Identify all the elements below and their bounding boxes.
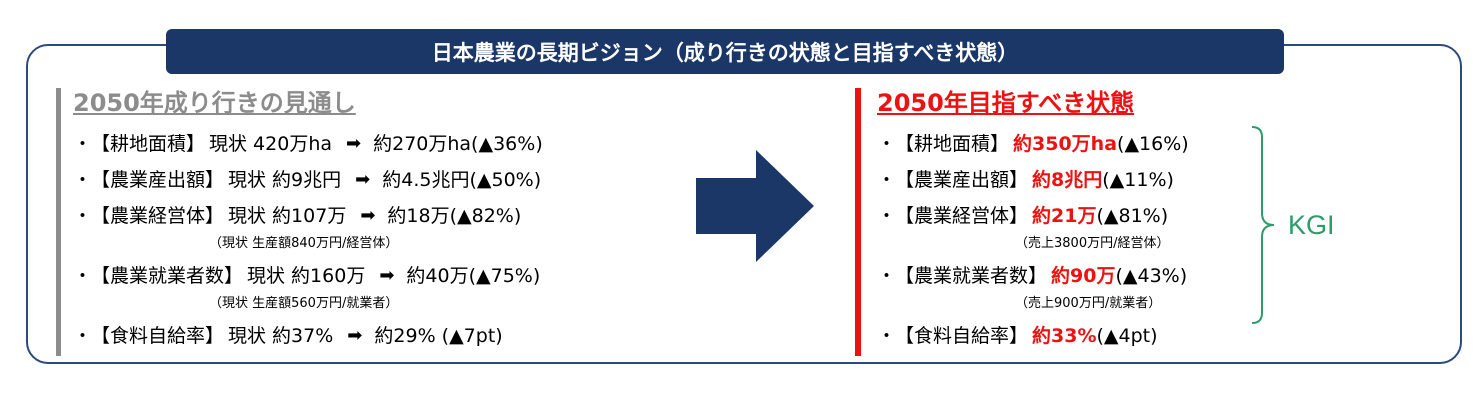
target-note-entities: （売上3800万円/経営体）: [1015, 236, 1170, 251]
target-row-farmland: ・ 【耕地面積】 約350万ha (▲16%): [877, 130, 1275, 158]
row-label: 【農業産出額】: [895, 169, 1029, 191]
target-row-output: ・ 【農業産出額】 約8兆円 (▲11%): [877, 166, 1275, 194]
right-arrow-icon: ➡: [360, 205, 376, 226]
current-value: 現状 約160万: [247, 265, 366, 287]
target-row-workers: ・ 【農業就業者数】 約90万 (▲43%): [877, 262, 1275, 290]
right-arrow-icon: ➡: [347, 325, 363, 346]
forecast-note-workers: （現状 生産額560万円/就業者）: [209, 296, 399, 311]
change-value: (▲16%): [1117, 133, 1189, 155]
bullet: ・: [73, 205, 93, 227]
forecast-row-output: ・ 【農業産出額】 現状 約9兆円 ➡ 約4.5兆円(▲50%): [73, 166, 666, 194]
forecast-value: 約18万(▲82%): [387, 205, 522, 227]
right-arrow-icon: ➡: [346, 133, 362, 154]
target-title: 2050年目指すべき状態: [877, 89, 1135, 117]
forecast-row-self-sufficiency: ・ 【食料自給率】 現状 約37% ➡ 約29% (▲7pt): [73, 322, 666, 350]
forecast-value: 約40万(▲75%): [406, 265, 541, 287]
transition-arrow-icon: [696, 150, 814, 262]
bullet: ・: [877, 133, 897, 155]
target-note-workers: （売上900万円/就業者）: [1015, 296, 1162, 311]
forecast-row-farmland: ・ 【耕地面積】 現状 420万ha ➡ 約270万ha(▲36%): [73, 130, 666, 158]
target-value: 約33%: [1032, 325, 1097, 347]
right-arrow-icon: ➡: [379, 265, 395, 286]
bullet: ・: [877, 205, 897, 227]
row-label: 【食料自給率】: [91, 325, 225, 347]
bullet: ・: [73, 265, 93, 287]
forecast-row-entities: ・ 【農業経営体】 現状 約107万 ➡ 約18万(▲82%): [73, 202, 666, 230]
bullet: ・: [877, 169, 897, 191]
forecast-value: 約270万ha(▲36%): [373, 133, 543, 155]
row-label: 【農業就業者数】: [91, 265, 244, 287]
current-value: 現状 約107万: [228, 205, 347, 227]
row-label: 【食料自給率】: [895, 325, 1029, 347]
row-label: 【耕地面積】: [895, 133, 1010, 155]
target-value: 約350万ha: [1013, 133, 1118, 155]
target-row-entities: ・ 【農業経営体】 約21万 (▲81%): [877, 202, 1275, 230]
target-value: 約90万: [1051, 265, 1116, 287]
bullet: ・: [73, 133, 93, 155]
kgi-label: KGI: [1288, 210, 1335, 240]
change-value: (▲4pt): [1096, 325, 1158, 347]
change-value: (▲11%): [1102, 169, 1174, 191]
banner-title: 日本農業の長期ビジョン（成り行きの状態と目指すべき状態）: [166, 29, 1284, 74]
bullet: ・: [877, 325, 897, 347]
change-value: (▲81%): [1096, 205, 1169, 227]
forecast-title: 2050年成り行きの見通し: [73, 89, 356, 117]
current-value: 現状 420万ha: [209, 133, 333, 155]
current-value: 現状 約9兆円: [228, 169, 342, 191]
target-value: 約8兆円: [1032, 169, 1103, 191]
row-label: 【農業経営体】: [895, 205, 1029, 227]
target-row-self-sufficiency: ・ 【食料自給率】 約33% (▲4pt): [877, 322, 1275, 350]
bullet: ・: [73, 325, 93, 347]
target-value: 約21万: [1032, 205, 1097, 227]
change-value: (▲43%): [1115, 265, 1188, 287]
forecast-panel: 2050年成り行きの見通し ・ 【耕地面積】 現状 420万ha ➡ 約270万…: [56, 88, 666, 356]
bullet: ・: [877, 265, 897, 287]
current-value: 現状 約37%: [228, 325, 334, 347]
row-label: 【耕地面積】: [91, 133, 206, 155]
forecast-value: 約4.5兆円(▲50%): [382, 169, 542, 191]
right-arrow-icon: ➡: [355, 169, 371, 190]
forecast-row-workers: ・ 【農業就業者数】 現状 約160万 ➡ 約40万(▲75%): [73, 262, 666, 290]
kgi-brace-icon: [1251, 126, 1275, 324]
target-panel: 2050年目指すべき状態 ・ 【耕地面積】 約350万ha (▲16%) ・ 【…: [855, 88, 1275, 356]
bullet: ・: [73, 169, 93, 191]
row-label: 【農業産出額】: [91, 169, 225, 191]
row-label: 【農業経営体】: [91, 205, 225, 227]
forecast-value: 約29% (▲7pt): [374, 325, 503, 347]
row-label: 【農業就業者数】: [895, 265, 1048, 287]
forecast-note-entities: （現状 生産額840万円/経営体）: [209, 236, 399, 251]
